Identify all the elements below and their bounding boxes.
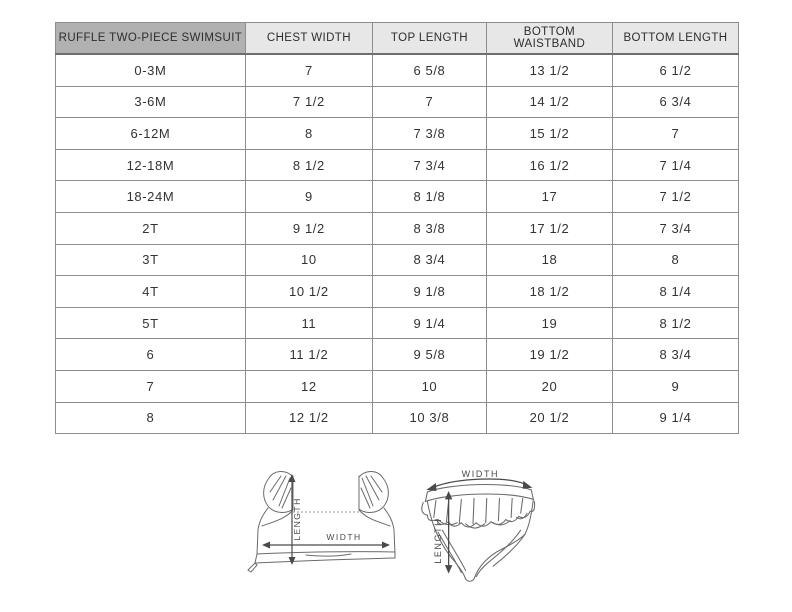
value-cell: 6 1/2 [611,53,740,87]
size-cell: 0-3M [55,53,246,87]
value-cell: 7 1/4 [611,148,740,182]
swimsuit-top-diagram: LENGTH WIDTH [247,471,396,573]
value-cell: 11 1/2 [244,338,373,371]
value-cell: 12 1/2 [244,401,373,435]
column-header: TOP LENGTH [371,22,487,55]
value-cell: 7 1/2 [611,180,740,213]
table-row: 3-6M 7 1/2 7 14 1/2 6 3/4 [55,85,740,119]
value-cell: 8 [611,243,740,277]
value-cell: 8 3/8 [371,211,487,245]
size-cell: 6 [55,338,246,371]
table-row: 3T 10 8 3/4 18 8 [55,243,740,277]
value-cell: 8 1/8 [371,180,487,213]
value-cell: 10 [371,369,487,403]
column-header: BOTTOM LENGTH [611,22,740,55]
table-row: 12-18M 8 1/2 7 3/4 16 1/2 7 1/4 [55,148,740,182]
value-cell: 8 3/4 [371,243,487,277]
value-cell: 15 1/2 [485,117,613,150]
value-cell: 20 1/2 [485,401,613,435]
value-cell: 8 1/2 [244,148,373,182]
size-cell: 5T [55,306,246,340]
size-cell: 12-18M [55,148,246,182]
value-cell: 9 5/8 [371,338,487,371]
value-cell: 18 [485,243,613,277]
length-arrow: LENGTH [288,474,302,565]
value-cell: 11 [244,306,373,340]
value-cell: 7 3/8 [371,117,487,150]
size-cell: 7 [55,369,246,403]
table-row: 18-24M 9 8 1/8 17 7 1/2 [55,180,740,213]
swimsuit-top-sketch [247,471,396,573]
value-cell: 19 1/2 [485,338,613,371]
width-arrow: WIDTH [262,532,390,549]
length-label: LENGTH [433,518,443,564]
column-header: CHEST WIDTH [244,22,373,55]
size-chart-table: RUFFLE TWO-PIECE SWIMSUIT CHEST WIDTH TOP… [55,22,740,435]
value-cell: 10 [244,243,373,277]
swimsuit-bottom-diagram: WIDTH LENGTH [421,469,536,582]
width-label: WIDTH [326,532,361,542]
table-title-cell: RUFFLE TWO-PIECE SWIMSUIT [55,22,246,55]
value-cell: 7 [244,53,373,87]
value-cell: 9 1/4 [611,401,740,435]
value-cell: 7 1/2 [244,85,373,119]
value-cell: 9 1/2 [244,211,373,245]
value-cell: 19 [485,306,613,340]
value-cell: 7 3/4 [371,148,487,182]
value-cell: 6 5/8 [371,53,487,87]
size-cell: 4T [55,275,246,308]
size-cell: 3T [55,243,246,277]
table-row: 0-3M 7 6 5/8 13 1/2 6 1/2 [55,53,740,87]
value-cell: 7 3/4 [611,211,740,245]
table-row: 5T 11 9 1/4 19 8 1/2 [55,306,740,340]
value-cell: 6 3/4 [611,85,740,119]
value-cell: 10 1/2 [244,275,373,308]
value-cell: 8 1/2 [611,306,740,340]
value-cell: 14 1/2 [485,85,613,119]
value-cell: 8 [244,117,373,150]
value-cell: 7 [371,85,487,119]
table-body: 0-3M 7 6 5/8 13 1/2 6 1/2 3-6M 7 1/2 7 14 1/2 6 3… [55,53,740,435]
column-header: BOTTOM WAISTBAND [485,22,613,55]
value-cell: 17 1/2 [485,211,613,245]
value-cell: 18 1/2 [485,275,613,308]
value-cell: 9 [244,180,373,213]
value-cell: 9 1/8 [371,275,487,308]
table-row: 4T 10 1/2 9 1/8 18 1/2 8 1/4 [55,275,740,308]
table-row: 7 12 10 20 9 [55,369,740,403]
value-cell: 12 [244,369,373,403]
value-cell: 9 1/4 [371,306,487,340]
size-cell: 8 [55,401,246,435]
value-cell: 8 1/4 [611,275,740,308]
length-arrow: LENGTH [433,490,453,574]
value-cell: 9 [611,369,740,403]
swimsuit-bottom-sketch [421,483,536,582]
width-label: WIDTH [462,469,499,479]
length-label: LENGTH [292,497,302,540]
value-cell: 17 [485,180,613,213]
value-cell: 8 3/4 [611,338,740,371]
table-row: 6-12M 8 7 3/8 15 1/2 7 [55,117,740,150]
value-cell: 16 1/2 [485,148,613,182]
header-row: RUFFLE TWO-PIECE SWIMSUIT CHEST WIDTH TOP… [55,22,740,55]
table-row: 6 11 1/2 9 5/8 19 1/2 8 3/4 [55,338,740,371]
table-row: 2T 9 1/2 8 3/8 17 1/2 7 3/4 [55,211,740,245]
size-cell: 2T [55,211,246,245]
table-row: 8 12 1/2 10 3/8 20 1/2 9 1/4 [55,401,740,435]
value-cell: 10 3/8 [371,401,487,435]
value-cell: 13 1/2 [485,53,613,87]
value-cell: 20 [485,369,613,403]
size-cell: 6-12M [55,117,246,150]
width-arrow: WIDTH [426,469,533,491]
size-cell: 3-6M [55,85,246,119]
value-cell: 7 [611,117,740,150]
size-cell: 18-24M [55,180,246,213]
